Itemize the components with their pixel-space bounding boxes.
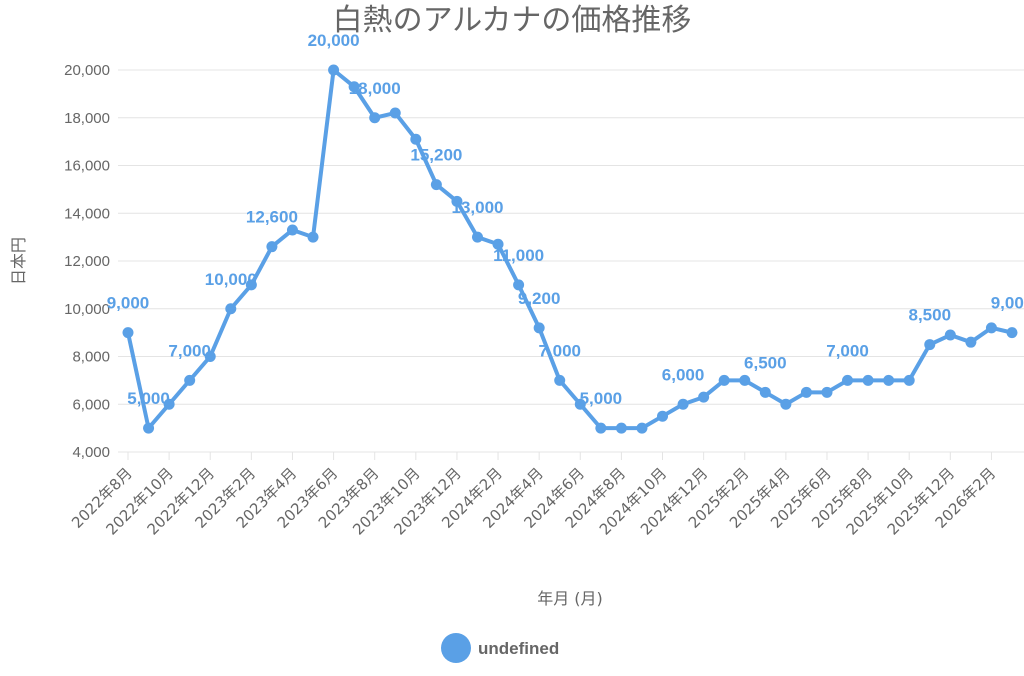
data-point[interactable]: [245, 279, 257, 291]
x-axis-title: 年月 (月): [537, 589, 603, 608]
y-tick-label: 18,000: [64, 110, 110, 127]
data-point[interactable]: [122, 327, 134, 339]
data-point[interactable]: [574, 398, 586, 410]
data-point[interactable]: [944, 329, 956, 341]
data-label: 6,500: [744, 353, 787, 372]
y-tick-label: 12,000: [64, 253, 110, 270]
y-tick-label: 6,000: [72, 396, 110, 413]
data-label: 20,000: [308, 31, 360, 50]
data-label: 15,200: [410, 146, 462, 165]
data-label: 11,000: [493, 246, 544, 265]
data-point[interactable]: [1006, 327, 1018, 339]
y-tick-label: 16,000: [64, 158, 110, 175]
y-tick-label: 10,000: [64, 301, 110, 318]
data-point[interactable]: [410, 133, 422, 145]
data-point[interactable]: [595, 422, 607, 434]
data-point[interactable]: [266, 241, 278, 253]
data-point[interactable]: [513, 279, 525, 291]
data-point[interactable]: [924, 339, 936, 351]
data-point[interactable]: [800, 386, 812, 398]
data-point[interactable]: [471, 231, 483, 243]
legend-marker: [441, 633, 471, 663]
data-point[interactable]: [903, 374, 915, 386]
data-point[interactable]: [615, 422, 627, 434]
data-point[interactable]: [698, 391, 710, 403]
data-point[interactable]: [369, 112, 381, 124]
data-label: 13,000: [451, 198, 503, 217]
y-tick-label: 4,000: [72, 444, 110, 461]
data-point[interactable]: [163, 398, 175, 410]
data-label: 9,200: [518, 289, 561, 308]
legend-label: undefined: [478, 639, 559, 658]
data-label: 12,600: [246, 208, 298, 227]
data-label: 9,000: [107, 294, 150, 313]
data-label: 5,000: [580, 389, 623, 408]
y-axis-title: 日本円: [9, 237, 28, 285]
series-line: [126, 68, 1013, 431]
data-point[interactable]: [842, 374, 854, 386]
data-point[interactable]: [451, 195, 463, 207]
y-tick-label: 8,000: [72, 349, 110, 366]
data-point[interactable]: [821, 386, 833, 398]
data-point[interactable]: [225, 303, 237, 315]
data-point[interactable]: [965, 336, 977, 348]
data-point[interactable]: [184, 374, 196, 386]
data-point[interactable]: [492, 238, 504, 250]
data-point[interactable]: [657, 410, 669, 422]
data-point[interactable]: [718, 374, 730, 386]
data-point[interactable]: [286, 224, 298, 236]
data-point[interactable]: [636, 422, 648, 434]
data-point[interactable]: [677, 398, 689, 410]
data-point[interactable]: [307, 231, 319, 243]
data-point[interactable]: [985, 322, 997, 334]
data-label: 7,000: [538, 341, 581, 360]
data-point[interactable]: [328, 64, 340, 76]
data-label: 5,000: [127, 389, 170, 408]
data-label: 7,000: [168, 341, 211, 360]
data-point[interactable]: [739, 374, 751, 386]
data-point[interactable]: [759, 386, 771, 398]
data-label: 18,000: [349, 79, 401, 98]
data-point[interactable]: [883, 374, 895, 386]
data-point[interactable]: [143, 422, 155, 434]
data-point[interactable]: [348, 81, 360, 93]
data-point[interactable]: [389, 107, 401, 119]
data-label: 7,000: [826, 341, 869, 360]
data-point[interactable]: [862, 374, 874, 386]
data-label: 6,000: [662, 365, 705, 384]
data-point[interactable]: [780, 398, 792, 410]
data-point[interactable]: [204, 351, 216, 362]
legend[interactable]: undefined: [441, 633, 559, 663]
data-label: 10,000: [205, 270, 257, 289]
y-tick-label: 14,000: [64, 205, 110, 222]
chart-title: 白熱のアルカナの価格推移: [333, 3, 692, 38]
data-point[interactable]: [430, 179, 442, 191]
y-tick-label: 20,000: [64, 62, 110, 79]
data-point[interactable]: [554, 374, 566, 386]
data-label: 8,500: [908, 306, 951, 325]
data-point[interactable]: [533, 322, 545, 334]
data-label: 9,000: [991, 294, 1024, 313]
